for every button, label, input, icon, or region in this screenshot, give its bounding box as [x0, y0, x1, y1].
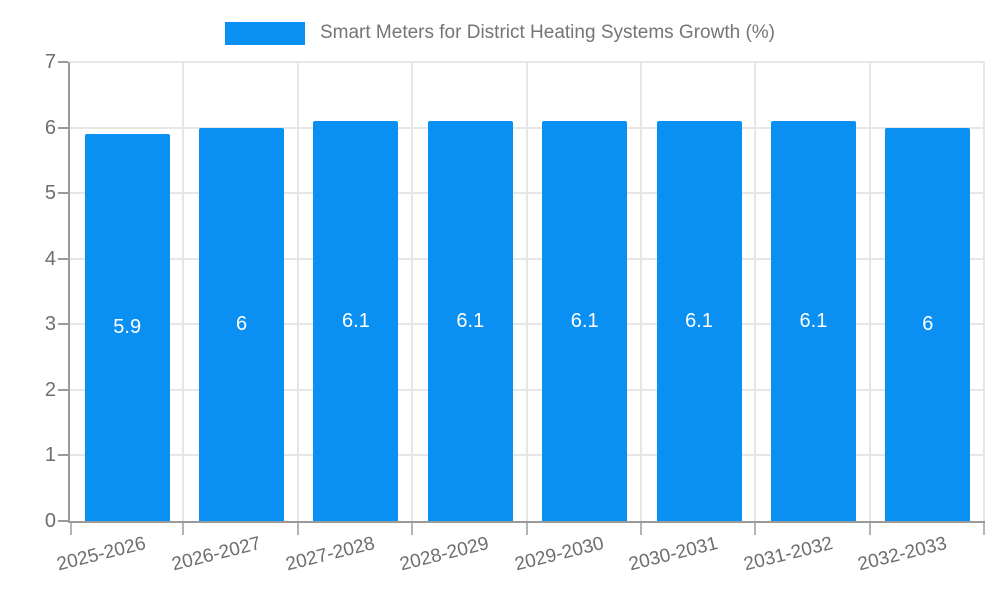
- y-axis-label: 3: [44, 313, 56, 336]
- bar: 6.1: [542, 121, 628, 521]
- y-axis-label: 4: [44, 247, 56, 270]
- gridline-vertical: [983, 62, 985, 521]
- bar-value-label: 6.1: [570, 309, 599, 332]
- plot-area: 0 1 2 3 4 5 6 7 5.9 6 6.1 6.1 6.1 6.1 6.1 6 2025-2026 202…: [45, 51, 985, 575]
- y-axis-label: 5: [44, 182, 56, 205]
- y-axis-tick: [58, 388, 68, 391]
- x-axis-label: 2025-2026: [55, 533, 149, 576]
- gridline-horizontal: [70, 257, 985, 260]
- y-axis-label: 6: [44, 116, 56, 139]
- x-axis-tick: [525, 523, 528, 535]
- y-axis-label: 1: [44, 444, 56, 467]
- y-axis-tick: [58, 61, 68, 63]
- bar-value-label: 5.9: [113, 316, 142, 339]
- gridline-horizontal: [70, 454, 985, 457]
- x-axis-tick: [868, 523, 871, 535]
- x-axis-tick: [639, 523, 642, 535]
- gridline-vertical: [525, 62, 528, 521]
- x-axis-label: 2032-2033: [855, 533, 949, 576]
- y-axis-tick: [58, 323, 68, 326]
- bar: 6.1: [656, 121, 742, 521]
- bar: 6: [199, 127, 285, 521]
- bar-value-label: 6.1: [685, 309, 713, 332]
- gridline-vertical: [868, 62, 871, 521]
- x-axis-label: 2027-2028: [283, 533, 378, 576]
- gridline-vertical: [182, 62, 185, 521]
- bar-value-label: 6.1: [799, 309, 828, 332]
- chart-title: Smart Meters for District Heating System…: [319, 22, 776, 43]
- gridline-horizontal: [70, 323, 985, 326]
- y-axis-label: 0: [44, 510, 56, 532]
- x-axis-label: 2030-2031: [626, 533, 721, 576]
- legend-swatch: [224, 21, 305, 45]
- bar: 5.9: [84, 134, 170, 521]
- gridline-vertical: [639, 62, 642, 521]
- bar: 6.1: [427, 121, 513, 521]
- x-axis-tick: [411, 523, 414, 535]
- x-axis-tick: [296, 523, 299, 535]
- x-axis-label: 2031-2032: [741, 533, 835, 576]
- x-axis-label: 2029-2030: [512, 533, 606, 576]
- gridline-horizontal: [70, 126, 985, 129]
- x-axis-label: 2026-2027: [169, 533, 263, 576]
- gridline-vertical: [411, 62, 414, 521]
- y-axis-tick: [58, 257, 68, 260]
- bar: 6: [885, 127, 971, 521]
- y-axis-tick: [58, 454, 68, 457]
- bar: 6.1: [770, 121, 856, 521]
- bar-value-label: 6: [922, 312, 934, 335]
- y-axis-label: 7: [44, 51, 56, 73]
- x-axis-label: 2028-2029: [398, 533, 492, 576]
- gridline-horizontal: [70, 388, 985, 391]
- x-axis-tick: [70, 523, 72, 535]
- y-axis-label: 2: [44, 378, 56, 401]
- x-axis-tick: [754, 523, 757, 535]
- bar-value-label: 6.1: [342, 309, 370, 332]
- y-axis-tick: [58, 520, 68, 522]
- bar: 6.1: [313, 121, 399, 521]
- y-axis-tick: [58, 126, 68, 129]
- x-axis-tick: [182, 523, 185, 535]
- gridline-horizontal: [70, 192, 985, 195]
- x-axis-tick: [983, 523, 985, 535]
- gridline-vertical: [296, 62, 299, 521]
- gridline-horizontal: [70, 61, 985, 63]
- legend: Smart Meters for District Heating System…: [0, 19, 1000, 47]
- gridline-vertical: [754, 62, 757, 521]
- y-axis-tick: [58, 192, 68, 195]
- bar-value-label: 6: [236, 312, 248, 335]
- bar-value-label: 6.1: [456, 309, 485, 332]
